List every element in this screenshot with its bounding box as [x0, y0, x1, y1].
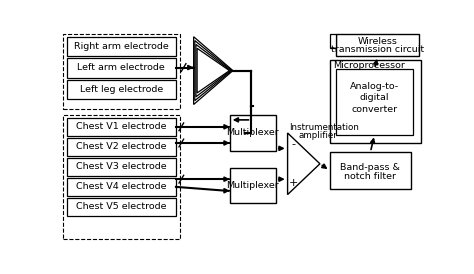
Text: -: - [291, 139, 295, 150]
FancyBboxPatch shape [230, 115, 276, 151]
FancyBboxPatch shape [66, 198, 176, 216]
Text: Chest V4 electrode: Chest V4 electrode [76, 182, 166, 191]
FancyBboxPatch shape [66, 158, 176, 176]
Text: Chest V5 electrode: Chest V5 electrode [76, 202, 166, 212]
Text: Chest V2 electrode: Chest V2 electrode [76, 142, 166, 151]
Text: Multiplexer: Multiplexer [227, 181, 279, 190]
FancyBboxPatch shape [66, 37, 176, 56]
FancyBboxPatch shape [336, 69, 413, 135]
Text: amplifier: amplifier [298, 131, 337, 140]
Text: Analog-to-: Analog-to- [350, 81, 399, 90]
Text: Chest V3 electrode: Chest V3 electrode [76, 162, 166, 171]
FancyBboxPatch shape [330, 35, 336, 48]
Text: Left arm electrode: Left arm electrode [77, 63, 165, 72]
Text: +: + [288, 178, 298, 188]
FancyBboxPatch shape [336, 35, 419, 56]
Text: Wireless: Wireless [358, 37, 398, 46]
Text: notch filter: notch filter [344, 172, 396, 181]
Text: digital: digital [360, 93, 389, 102]
FancyBboxPatch shape [330, 152, 411, 189]
Text: Band-pass &: Band-pass & [340, 163, 401, 172]
FancyBboxPatch shape [230, 168, 276, 203]
Text: transmission circuit: transmission circuit [331, 45, 424, 54]
FancyBboxPatch shape [66, 58, 176, 78]
Text: Instrumentation: Instrumentation [289, 123, 359, 132]
Text: Chest V1 electrode: Chest V1 electrode [76, 122, 166, 131]
Text: Left leg electrode: Left leg electrode [80, 85, 163, 94]
Text: Microprocessor: Microprocessor [333, 61, 405, 70]
FancyBboxPatch shape [330, 60, 421, 143]
FancyBboxPatch shape [66, 138, 176, 156]
Text: converter: converter [352, 105, 398, 114]
FancyBboxPatch shape [66, 118, 176, 136]
Text: Right arm electrode: Right arm electrode [74, 42, 169, 51]
FancyBboxPatch shape [66, 80, 176, 99]
Text: Multiplexer: Multiplexer [227, 129, 279, 138]
FancyBboxPatch shape [66, 178, 176, 196]
FancyBboxPatch shape [63, 115, 180, 239]
FancyBboxPatch shape [63, 34, 180, 109]
